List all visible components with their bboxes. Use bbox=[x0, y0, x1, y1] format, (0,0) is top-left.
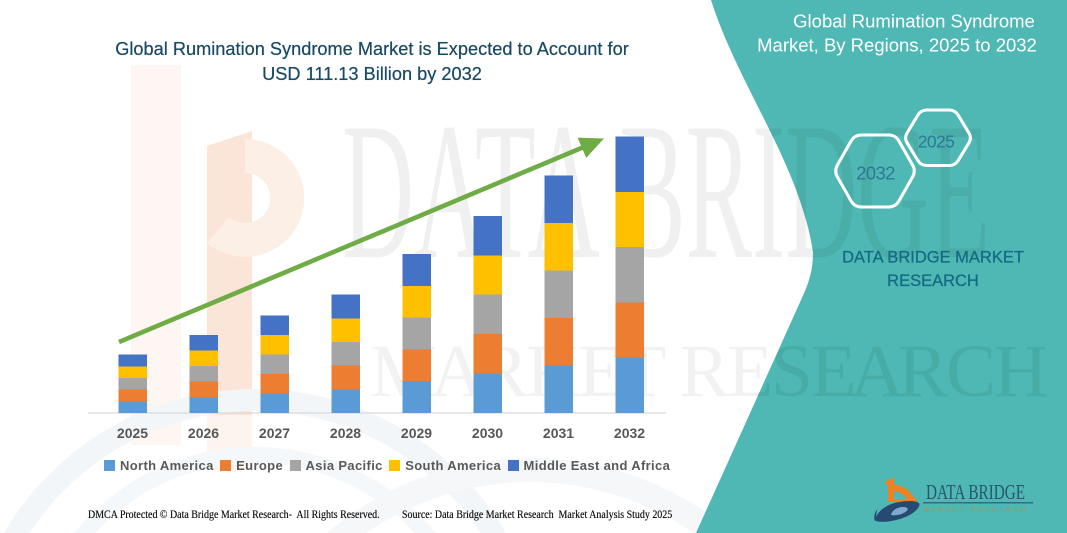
svg-text:2025: 2025 bbox=[918, 132, 955, 152]
svg-text:2031: 2031 bbox=[543, 425, 574, 441]
svg-text:RESEARCH: RESEARCH bbox=[887, 272, 979, 290]
svg-text:2029: 2029 bbox=[401, 425, 432, 441]
svg-text:2032: 2032 bbox=[614, 425, 645, 441]
svg-text:MARKET RESEARCH: MARKET RESEARCH bbox=[924, 507, 1028, 514]
svg-text:Market, By Regions, 2025 to 20: Market, By Regions, 2025 to 2032 bbox=[757, 35, 1037, 56]
svg-text:2028: 2028 bbox=[330, 425, 361, 441]
svg-text:2025: 2025 bbox=[117, 425, 148, 441]
svg-text:DATA BRIDGE MARKET: DATA BRIDGE MARKET bbox=[842, 249, 1024, 267]
svg-text:2032: 2032 bbox=[856, 163, 895, 184]
svg-text:2027: 2027 bbox=[259, 425, 290, 441]
svg-text:DATA BRIDGE: DATA BRIDGE bbox=[926, 480, 1025, 504]
svg-text:Global Rumination Syndrome: Global Rumination Syndrome bbox=[793, 11, 1035, 32]
svg-text:2030: 2030 bbox=[472, 425, 503, 441]
svg-text:2026: 2026 bbox=[188, 425, 219, 441]
